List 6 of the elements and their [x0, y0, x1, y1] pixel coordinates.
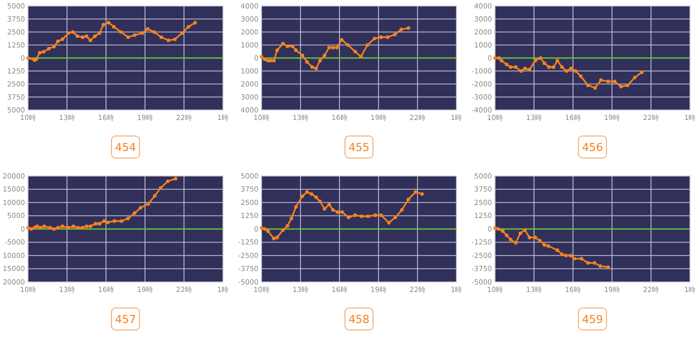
text: 459 [582, 312, 603, 326]
text: 456 [582, 140, 603, 154]
text: 457 [115, 312, 136, 326]
text: 455 [348, 140, 370, 154]
text: 458 [348, 312, 370, 326]
text: 454 [115, 140, 136, 154]
